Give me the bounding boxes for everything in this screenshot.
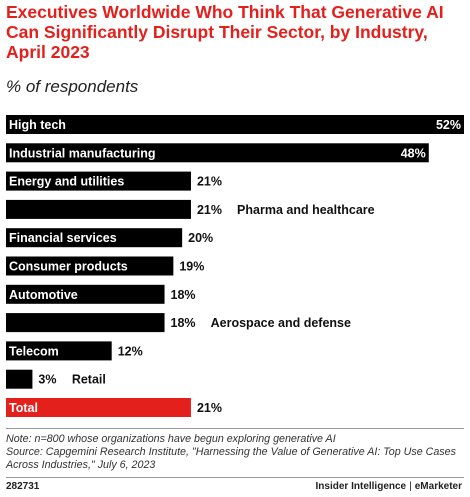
- chart-title: Executives Worldwide Who Think That Gene…: [6, 2, 444, 62]
- chart-id: 282731: [6, 481, 40, 492]
- source-text: Source: Capgemini Research Institute, "H…: [6, 446, 456, 471]
- value-label-retail: 3%: [38, 373, 56, 387]
- brand-credit: Insider Intelligence | eMarketer: [316, 481, 462, 492]
- value-label-high-tech: 52%: [436, 118, 461, 132]
- value-label-consumer-products: 19%: [179, 260, 204, 274]
- bar-telecom: [6, 341, 112, 361]
- value-label-pharma-and-healthcare: 21%: [197, 203, 222, 217]
- bar-retail: [6, 369, 33, 389]
- bar-pharma-and-healthcare: [6, 199, 191, 219]
- footer-divider-top: [6, 428, 464, 429]
- category-label-industrial-manufacturing: Industrial manufacturing: [9, 146, 156, 160]
- bar-industrial-manufacturing: [6, 143, 429, 163]
- value-label-industrial-manufacturing: 48%: [401, 146, 426, 160]
- bar-financial-services: [6, 228, 183, 248]
- bar-aerospace-and-defense: [6, 313, 165, 333]
- category-label-pharma-and-healthcare: Pharma and healthcare: [237, 203, 375, 217]
- chart-notes: Note: n=800 whose organizations have beg…: [6, 433, 466, 472]
- category-label-retail: Retail: [72, 373, 106, 387]
- value-label-aerospace-and-defense: 18%: [171, 316, 196, 330]
- category-label-telecom: Telecom: [9, 344, 59, 358]
- footer-divider-bottom: [6, 477, 464, 478]
- bar-consumer-products: [6, 256, 174, 276]
- category-label-automotive: Automotive: [9, 288, 78, 302]
- bar-total: [6, 398, 191, 417]
- note-text: Note: n=800 whose organizations have beg…: [6, 433, 336, 445]
- bar-high-tech: [6, 115, 464, 134]
- category-label-high-tech: High tech: [9, 118, 66, 132]
- value-label-telecom: 12%: [118, 344, 143, 358]
- brand-insider-intelligence: Insider Intelligence: [315, 481, 407, 492]
- category-label-total: Total: [9, 401, 38, 415]
- value-label-financial-services: 20%: [188, 231, 213, 245]
- value-label-energy-and-utilities: 21%: [197, 175, 222, 189]
- category-label-aerospace-and-defense: Aerospace and defense: [211, 316, 351, 330]
- chart-subtitle: % of respondents: [6, 77, 139, 96]
- bar-automotive: [6, 284, 165, 304]
- category-label-consumer-products: Consumer products: [9, 260, 128, 274]
- brand-separator: |: [409, 481, 412, 492]
- category-label-energy-and-utilities: Energy and utilities: [9, 175, 124, 189]
- brand-emarketer: eMarketer: [414, 481, 462, 492]
- category-label-financial-services: Financial services: [9, 231, 117, 245]
- bar-energy-and-utilities: [6, 171, 191, 191]
- value-label-automotive: 18%: [171, 288, 196, 302]
- value-label-total: 21%: [197, 401, 222, 415]
- bar-chart: High tech 52% Industrial manufacturing 48% E…: [6, 115, 464, 417]
